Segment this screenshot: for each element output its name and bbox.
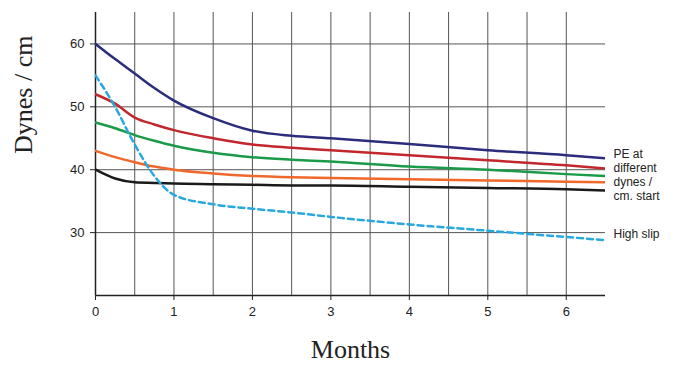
svg-text:PE atdifferentdynes /cm. start: PE atdifferentdynes /cm. start	[614, 147, 661, 202]
svg-text:6: 6	[563, 304, 570, 319]
svg-text:3: 3	[327, 304, 334, 319]
svg-text:1: 1	[170, 304, 177, 319]
svg-text:High slip: High slip	[614, 227, 660, 241]
svg-text:30: 30	[70, 225, 84, 240]
svg-text:50: 50	[70, 99, 84, 114]
svg-text:4: 4	[406, 304, 413, 319]
svg-text:40: 40	[70, 162, 84, 177]
svg-text:Months: Months	[311, 335, 390, 364]
svg-text:5: 5	[484, 304, 491, 319]
svg-text:0: 0	[92, 304, 99, 319]
svg-text:Dynes / cm: Dynes / cm	[9, 36, 38, 154]
svg-text:60: 60	[70, 36, 84, 51]
svg-text:2: 2	[249, 304, 256, 319]
